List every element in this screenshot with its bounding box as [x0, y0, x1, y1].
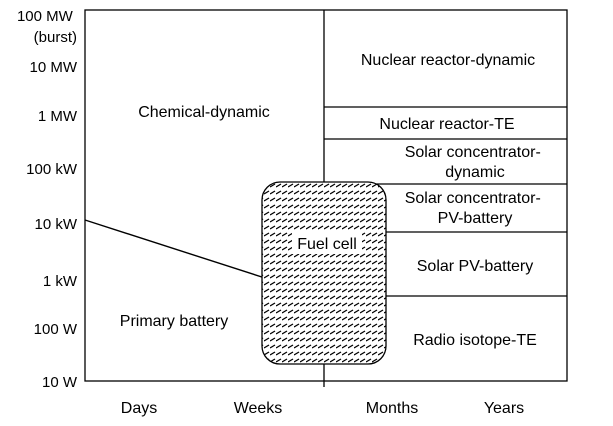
y-tick-label-10kw: 10 kW — [34, 216, 77, 233]
y-axis-labels: 100 MW (burst) 10 MW 1 MW 100 kW 10 kW 1… — [17, 8, 78, 391]
fuel-cell-region — [262, 182, 386, 364]
region-label-radio-isotope-te: Radio isotope-TE — [413, 332, 537, 349]
y-tick-label-100kw: 100 kW — [26, 161, 78, 178]
region-label-solar-pv-battery: Solar PV-battery — [417, 258, 534, 275]
region-label-primary-battery: Primary battery — [120, 313, 228, 330]
boundary-chemical-battery — [85, 220, 265, 278]
solar-concentrator-dynamic-line-2: dynamic — [445, 164, 505, 181]
y-tick-100mw-line-1: 100 MW — [17, 8, 74, 25]
x-tick-label-years: Years — [484, 400, 524, 417]
region-label-solar-concentrator-pv-battery: Solar concentrator- PV-battery — [405, 190, 546, 227]
y-tick-label-10w: 10 W — [42, 374, 78, 391]
y-tick-label-1mw: 1 MW — [38, 108, 78, 125]
y-tick-label-100w: 100 W — [34, 321, 78, 338]
region-label-chemical-dynamic: Chemical-dynamic — [138, 104, 270, 121]
y-tick-100mw-line-2: (burst) — [34, 29, 77, 46]
x-tick-label-days: Days — [121, 400, 157, 417]
solar-concentrator-dynamic-line-1: Solar concentrator- — [405, 144, 541, 161]
x-axis-labels: Days Weeks Months Years — [121, 400, 524, 417]
region-label-solar-concentrator-dynamic: Solar concentrator- dynamic — [405, 144, 546, 181]
region-label-nuclear-reactor-te: Nuclear reactor-TE — [379, 116, 514, 133]
x-tick-label-weeks: Weeks — [234, 400, 283, 417]
region-label-nuclear-reactor-dynamic: Nuclear reactor-dynamic — [361, 52, 535, 69]
y-tick-label-1kw: 1 kW — [43, 273, 78, 290]
y-tick-label-10mw: 10 MW — [29, 59, 77, 76]
solar-concentrator-pv-battery-line-1: Solar concentrator- — [405, 190, 541, 207]
solar-concentrator-pv-battery-line-2: PV-battery — [438, 210, 513, 227]
y-tick-label-100mw: 100 MW (burst) — [17, 8, 77, 46]
region-label-fuel-cell: Fuel cell — [297, 236, 357, 253]
x-tick-label-months: Months — [366, 400, 418, 417]
